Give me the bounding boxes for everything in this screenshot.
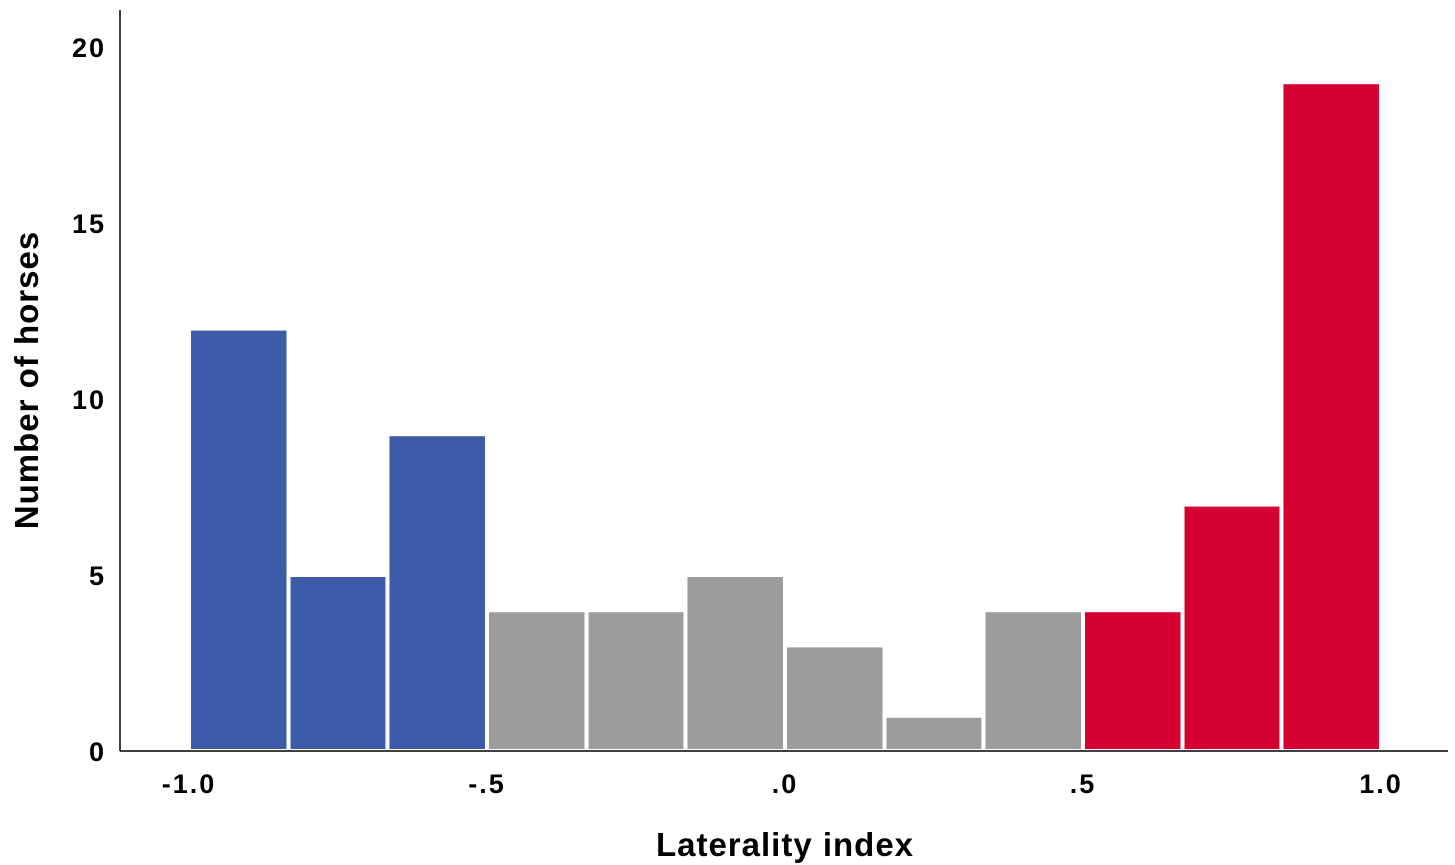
x-tick-label: 1.0 [1359,769,1403,799]
x-tick-label: .5 [1070,769,1097,799]
histogram-bar-7 [783,643,887,754]
histogram-bar-9 [981,608,1086,754]
y-tick-label: 10 [72,385,106,415]
histogram-bar-6 [683,573,788,753]
histogram-bar-2 [286,573,390,753]
x-tick-labels: -1.0 -.5 .0 .5 1.0 [162,769,1403,799]
x-tick-label: -1.0 [162,769,217,799]
y-tick-label: 5 [89,561,106,591]
histogram-bar-4 [485,608,589,754]
histogram-bar-8 [882,713,986,753]
y-axis-title: Number of horses [8,231,45,529]
histogram-bar-5 [584,608,688,754]
x-axis-title: Laterality index [656,826,914,863]
x-tick-label: .0 [772,769,799,799]
x-tick-label: -.5 [468,769,506,799]
histogram-bar-10 [1081,608,1185,754]
histogram-bar-1 [187,326,291,753]
histogram-bar-12 [1279,80,1384,753]
y-tick-label: 20 [72,33,106,63]
y-tick-labels: 0 5 10 15 20 [72,33,106,767]
histogram-bar-11 [1180,502,1284,753]
histogram-bar-3 [385,432,489,753]
y-tick-label: 0 [89,737,106,767]
y-tick-label: 15 [72,209,106,239]
bars-group [187,80,1384,754]
